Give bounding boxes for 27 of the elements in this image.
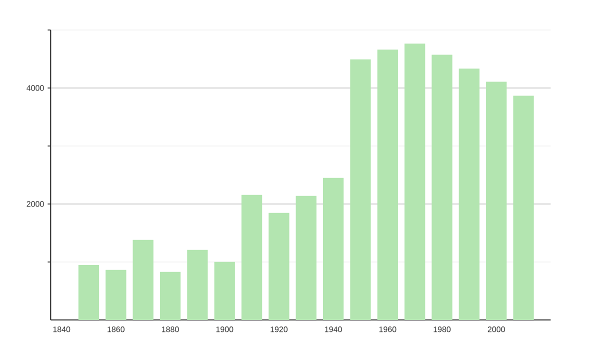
bar	[296, 196, 316, 320]
bar	[377, 50, 398, 320]
bar	[187, 250, 208, 320]
x-tick-label: 2000	[488, 326, 505, 332]
x-tick-label: 1920	[270, 326, 288, 332]
x-tick-label: 1880	[162, 326, 179, 332]
y-tick-label: 4000	[26, 85, 44, 91]
x-tick-label: 1900	[216, 326, 234, 332]
bar	[404, 44, 426, 320]
bar	[132, 240, 154, 320]
bar	[432, 54, 452, 320]
x-tick-label: 1840	[53, 326, 70, 332]
bar	[513, 96, 534, 320]
bar	[214, 262, 235, 320]
x-tick-label: 1960	[379, 326, 396, 332]
x-tick-label: 1940	[325, 326, 342, 332]
bar	[268, 212, 290, 320]
bar	[78, 264, 100, 320]
bar	[160, 272, 181, 320]
bar	[241, 194, 262, 320]
bar	[106, 270, 126, 320]
bar	[486, 82, 507, 320]
bar	[322, 178, 344, 320]
bar	[350, 59, 371, 320]
x-tick-label: 1980	[434, 326, 451, 332]
x-tick-label: 1860	[108, 326, 125, 332]
bar	[458, 68, 480, 320]
